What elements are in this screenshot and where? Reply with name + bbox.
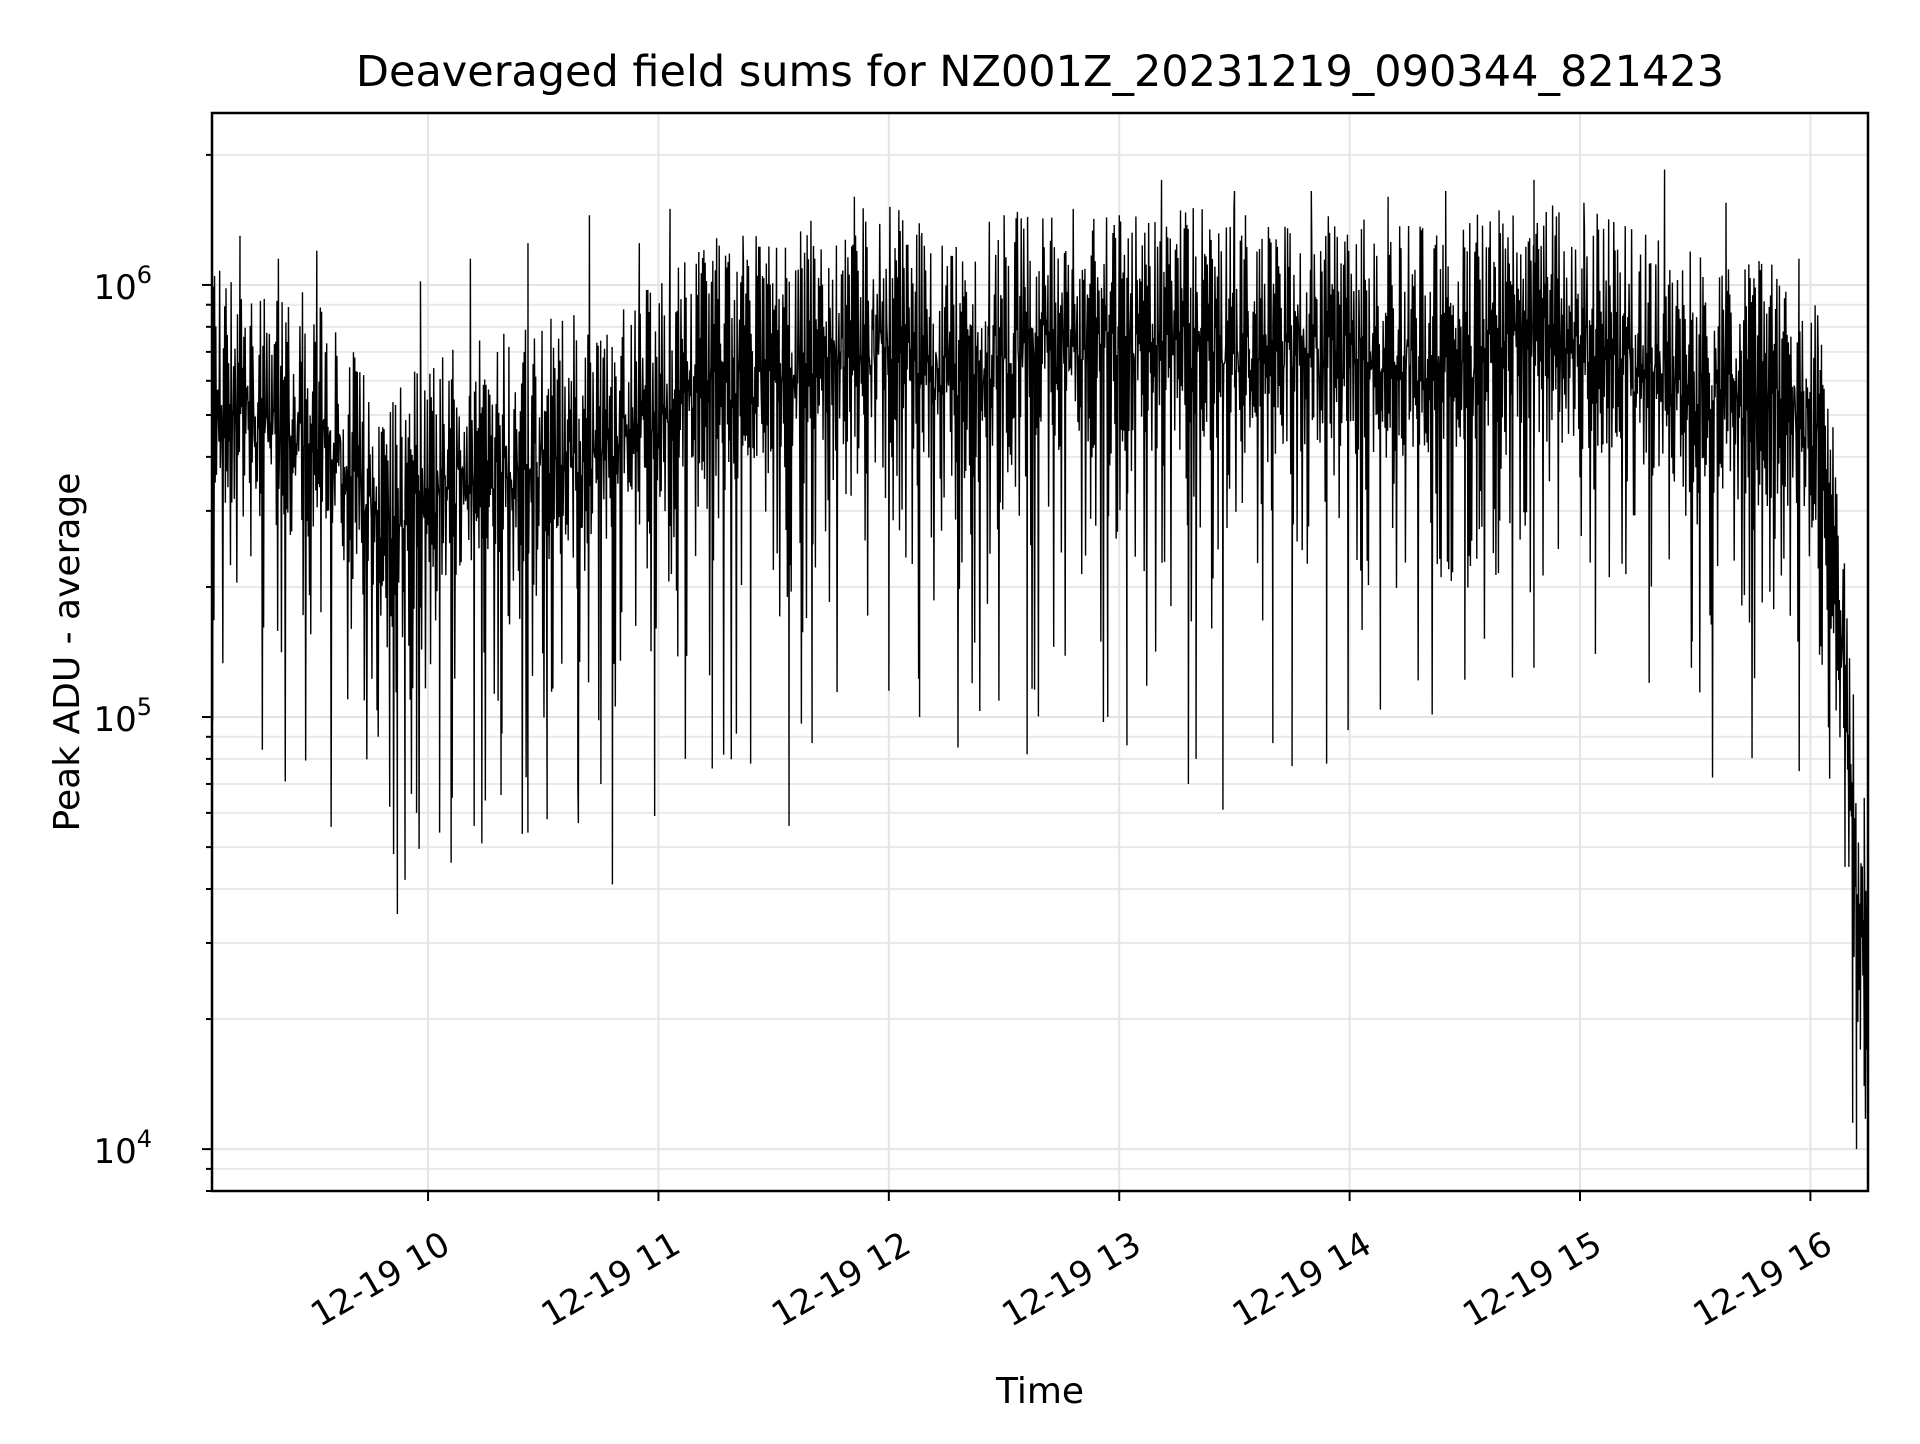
chart-title: Deaveraged field sums for NZ001Z_2023121… bbox=[356, 47, 1724, 97]
x-tick-label: 12-19 12 bbox=[765, 1224, 917, 1335]
x-tick-label: 12-19 15 bbox=[1456, 1224, 1608, 1335]
x-tick-label: 12-19 13 bbox=[995, 1224, 1147, 1335]
x-tick-label: 12-19 14 bbox=[1226, 1224, 1378, 1335]
y-tick-label: 104 bbox=[93, 1125, 152, 1172]
x-tick-label: 12-19 11 bbox=[535, 1224, 687, 1335]
y-tick-label: 105 bbox=[93, 693, 152, 740]
x-axis-label: Time bbox=[995, 1371, 1084, 1412]
x-tick-label: 12-19 16 bbox=[1687, 1224, 1839, 1335]
y-tick-label: 106 bbox=[93, 261, 152, 308]
plot-frame bbox=[210, 111, 1870, 1193]
y-axis-label: Peak ADU - average bbox=[47, 473, 88, 832]
plot-layer bbox=[211, 169, 1869, 1150]
x-tick-label: 12-19 10 bbox=[304, 1224, 456, 1335]
series-line bbox=[211, 169, 1869, 1150]
